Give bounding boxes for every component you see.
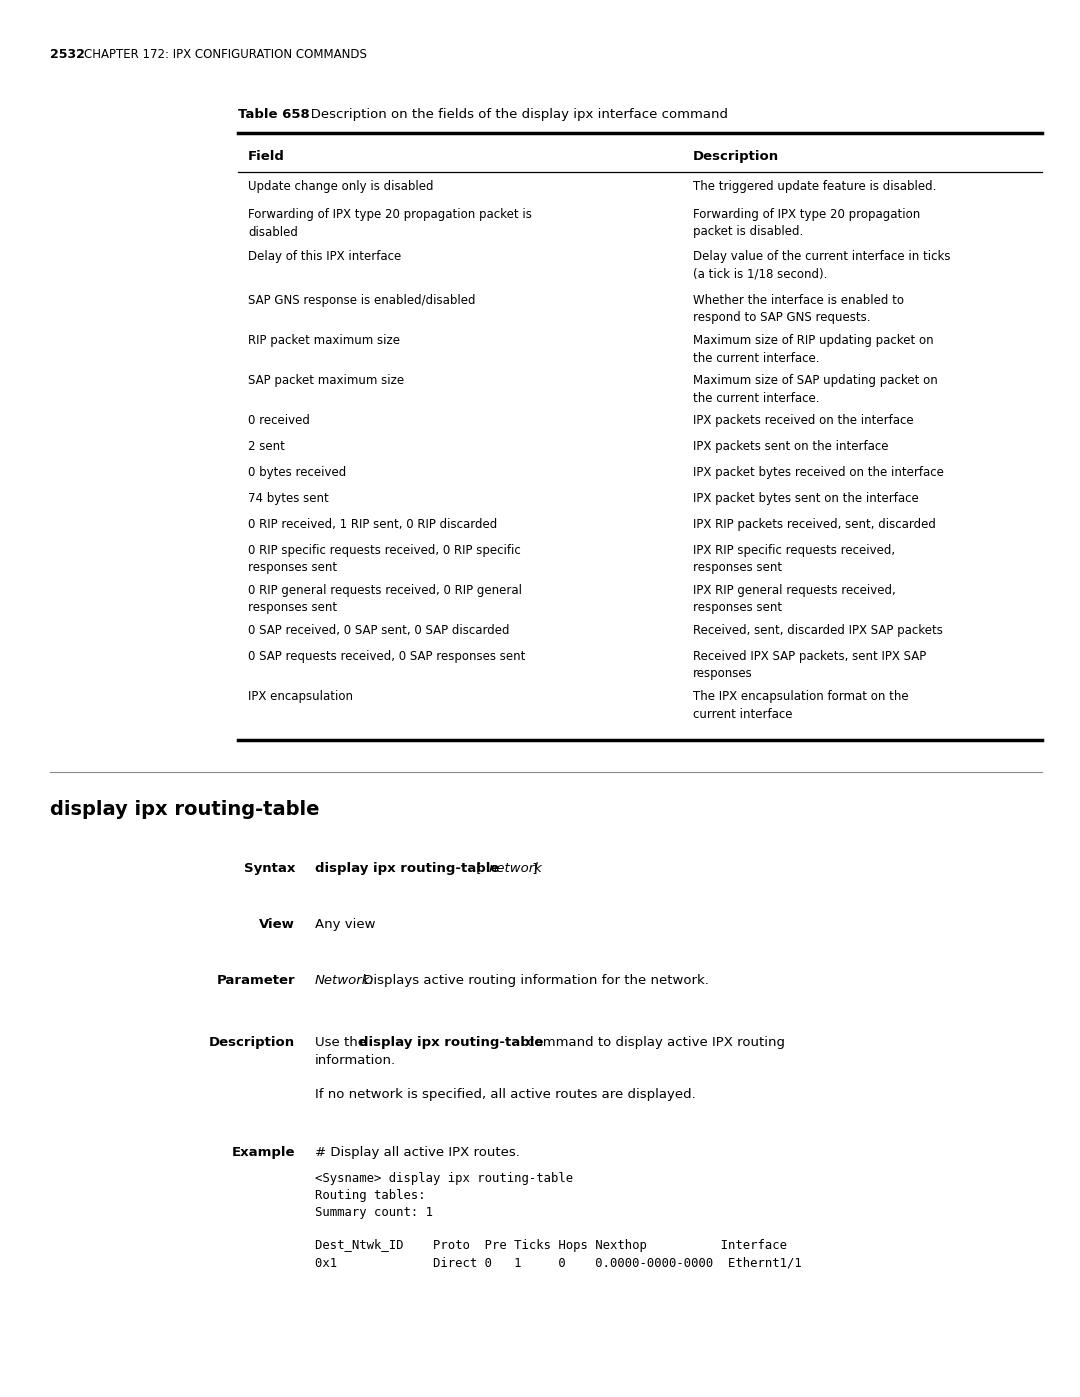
Text: Received IPX SAP packets, sent IPX SAP
responses: Received IPX SAP packets, sent IPX SAP r… bbox=[693, 650, 927, 680]
Text: network: network bbox=[489, 862, 543, 875]
Text: 0 SAP requests received, 0 SAP responses sent: 0 SAP requests received, 0 SAP responses… bbox=[248, 650, 525, 664]
Text: Description: Description bbox=[693, 149, 779, 163]
Text: 0x1             Direct 0   1     0    0.0000-0000-0000  Ethernt1/1: 0x1 Direct 0 1 0 0.0000-0000-0000 Ethern… bbox=[315, 1256, 801, 1268]
Text: IPX packets sent on the interface: IPX packets sent on the interface bbox=[693, 440, 889, 453]
Text: Network:: Network: bbox=[315, 974, 375, 988]
Text: RIP packet maximum size: RIP packet maximum size bbox=[248, 334, 400, 346]
Text: IPX packets received on the interface: IPX packets received on the interface bbox=[693, 414, 914, 427]
Text: display ipx routing-table: display ipx routing-table bbox=[359, 1037, 543, 1049]
Text: Delay of this IPX interface: Delay of this IPX interface bbox=[248, 250, 402, 263]
Text: Maximum size of SAP updating packet on
the current interface.: Maximum size of SAP updating packet on t… bbox=[693, 374, 937, 405]
Text: IPX encapsulation: IPX encapsulation bbox=[248, 690, 353, 703]
Text: 0 SAP received, 0 SAP sent, 0 SAP discarded: 0 SAP received, 0 SAP sent, 0 SAP discar… bbox=[248, 624, 510, 637]
Text: Whether the interface is enabled to
respond to SAP GNS requests.: Whether the interface is enabled to resp… bbox=[693, 293, 904, 324]
Text: SAP GNS response is enabled/disabled: SAP GNS response is enabled/disabled bbox=[248, 293, 475, 307]
Text: Maximum size of RIP updating packet on
the current interface.: Maximum size of RIP updating packet on t… bbox=[693, 334, 933, 365]
Text: Dest_Ntwk_ID    Proto  Pre Ticks Hops Nexthop          Interface: Dest_Ntwk_ID Proto Pre Ticks Hops Nextho… bbox=[315, 1239, 787, 1252]
Text: Description on the fields of the display ipx interface command: Description on the fields of the display… bbox=[298, 108, 728, 122]
Text: Parameter: Parameter bbox=[216, 974, 295, 988]
Text: 74 bytes sent: 74 bytes sent bbox=[248, 492, 328, 504]
Text: display ipx routing-table: display ipx routing-table bbox=[315, 862, 499, 875]
Text: The IPX encapsulation format on the
current interface: The IPX encapsulation format on the curr… bbox=[693, 690, 908, 721]
Text: IPX RIP general requests received,
responses sent: IPX RIP general requests received, respo… bbox=[693, 584, 895, 615]
Text: 2532: 2532 bbox=[50, 47, 85, 61]
Text: command to display active IPX routing: command to display active IPX routing bbox=[523, 1037, 785, 1049]
Text: Field: Field bbox=[248, 149, 285, 163]
Text: <Sysname> display ipx routing-table: <Sysname> display ipx routing-table bbox=[315, 1172, 573, 1185]
Text: IPX RIP specific requests received,
responses sent: IPX RIP specific requests received, resp… bbox=[693, 543, 895, 574]
Text: If no network is specified, all active routes are displayed.: If no network is specified, all active r… bbox=[315, 1088, 696, 1101]
Text: # Display all active IPX routes.: # Display all active IPX routes. bbox=[315, 1146, 519, 1160]
Text: Table 658: Table 658 bbox=[238, 108, 310, 122]
Text: 0 RIP received, 1 RIP sent, 0 RIP discarded: 0 RIP received, 1 RIP sent, 0 RIP discar… bbox=[248, 518, 497, 531]
Text: [: [ bbox=[473, 862, 486, 875]
Text: 0 RIP general requests received, 0 RIP general
responses sent: 0 RIP general requests received, 0 RIP g… bbox=[248, 584, 522, 615]
Text: 0 received: 0 received bbox=[248, 414, 310, 427]
Text: information.: information. bbox=[315, 1053, 396, 1067]
Text: View: View bbox=[259, 918, 295, 930]
Text: display ipx routing-table: display ipx routing-table bbox=[50, 800, 320, 819]
Text: Example: Example bbox=[231, 1146, 295, 1160]
Text: IPX packet bytes received on the interface: IPX packet bytes received on the interfa… bbox=[693, 467, 944, 479]
Text: IPX packet bytes sent on the interface: IPX packet bytes sent on the interface bbox=[693, 492, 919, 504]
Text: Received, sent, discarded IPX SAP packets: Received, sent, discarded IPX SAP packet… bbox=[693, 624, 943, 637]
Text: SAP packet maximum size: SAP packet maximum size bbox=[248, 374, 404, 387]
Text: Displays active routing information for the network.: Displays active routing information for … bbox=[359, 974, 708, 988]
Text: The triggered update feature is disabled.: The triggered update feature is disabled… bbox=[693, 180, 936, 193]
Text: Description: Description bbox=[208, 1037, 295, 1049]
Text: 2 sent: 2 sent bbox=[248, 440, 285, 453]
Text: Summary count: 1: Summary count: 1 bbox=[315, 1206, 433, 1220]
Text: Use the: Use the bbox=[315, 1037, 370, 1049]
Text: Forwarding of IPX type 20 propagation packet is
disabled: Forwarding of IPX type 20 propagation pa… bbox=[248, 208, 531, 239]
Text: IPX RIP packets received, sent, discarded: IPX RIP packets received, sent, discarde… bbox=[693, 518, 936, 531]
Text: ]: ] bbox=[527, 862, 537, 875]
Text: Syntax: Syntax bbox=[244, 862, 295, 875]
Text: Delay value of the current interface in ticks
(a tick is 1/18 second).: Delay value of the current interface in … bbox=[693, 250, 950, 281]
Text: Routing tables:: Routing tables: bbox=[315, 1189, 426, 1201]
Text: Any view: Any view bbox=[315, 918, 376, 930]
Text: 0 bytes received: 0 bytes received bbox=[248, 467, 347, 479]
Text: 0 RIP specific requests received, 0 RIP specific
responses sent: 0 RIP specific requests received, 0 RIP … bbox=[248, 543, 521, 574]
Text: CHAPTER 172: IPX CONFIGURATION COMMANDS: CHAPTER 172: IPX CONFIGURATION COMMANDS bbox=[84, 47, 367, 61]
Text: Forwarding of IPX type 20 propagation
packet is disabled.: Forwarding of IPX type 20 propagation pa… bbox=[693, 208, 920, 239]
Text: Update change only is disabled: Update change only is disabled bbox=[248, 180, 433, 193]
